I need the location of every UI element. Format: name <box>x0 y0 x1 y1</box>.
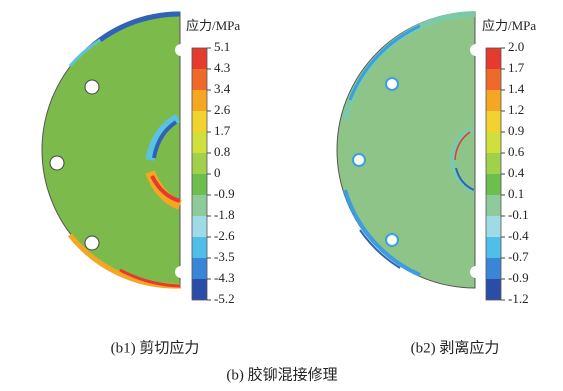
legend-band <box>192 237 207 258</box>
legend-band <box>486 48 501 69</box>
legend-band <box>486 90 501 111</box>
contour-plot-1 <box>42 12 187 288</box>
legend-label: -0.4 <box>508 228 529 243</box>
legend-label: -0.9 <box>214 186 235 201</box>
legend-label: 0.6 <box>508 144 525 159</box>
legend-label: -0.7 <box>508 249 529 264</box>
legend-label: -2.6 <box>214 228 235 243</box>
legend-label: 2.6 <box>214 102 231 117</box>
legend-label: 4.3 <box>214 60 230 75</box>
figure-caption: (b) 胶铆混接修理 <box>226 366 337 383</box>
legend-band <box>486 216 501 237</box>
legend-label: 0.9 <box>508 123 524 138</box>
legend-label: 1.7 <box>508 60 525 75</box>
legend-label: 1.7 <box>214 123 231 138</box>
legend-band <box>486 111 501 132</box>
legend-band <box>486 132 501 153</box>
contour-plot-2 <box>337 12 482 288</box>
legend-label: -5.2 <box>214 291 235 306</box>
legend-band <box>192 48 207 69</box>
caption-b1: (b1) 剪切应力 <box>111 338 200 356</box>
legend-band <box>192 153 207 174</box>
legend-label: -1.2 <box>508 291 529 306</box>
legend-band <box>486 237 501 258</box>
legend-label: 0.8 <box>214 144 230 159</box>
legend-label: 0.4 <box>508 165 525 180</box>
legend-band <box>486 153 501 174</box>
legend-label: -0.9 <box>508 270 529 285</box>
legend-title: 应力/MPa <box>186 18 240 33</box>
legend-title: 应力/MPa <box>482 18 536 33</box>
legend-band <box>192 174 207 195</box>
legend-band <box>192 90 207 111</box>
legend-band <box>486 69 501 90</box>
legend-label: -4.3 <box>214 270 235 285</box>
legend-label: 0 <box>214 165 221 180</box>
legend-band <box>192 195 207 216</box>
legend-band <box>486 174 501 195</box>
legend-label: -0.1 <box>508 207 529 222</box>
legend-label: 1.2 <box>508 102 524 117</box>
legend-label: -3.5 <box>214 249 235 264</box>
legend-band <box>192 258 207 279</box>
legend-band <box>192 69 207 90</box>
legend-label: 0.1 <box>508 186 524 201</box>
legend-label: 3.4 <box>214 81 231 96</box>
legend-label: 1.4 <box>508 81 525 96</box>
legend-band <box>192 279 207 300</box>
legend-band <box>486 279 501 300</box>
legend-band <box>192 111 207 132</box>
legend-band <box>192 216 207 237</box>
figure: (b1) 剪切应力 (b2) 剥离应力 (b) 胶铆混接修理 应力/MPa 5.1… <box>0 0 563 391</box>
legend-label: -1.8 <box>214 207 235 222</box>
caption-b2: (b2) 剥离应力 <box>411 338 500 356</box>
legend-label: 2.0 <box>508 39 524 54</box>
legend-band <box>486 195 501 216</box>
legend-label: 5.1 <box>214 39 230 54</box>
legend-band <box>192 132 207 153</box>
legend-band <box>486 258 501 279</box>
